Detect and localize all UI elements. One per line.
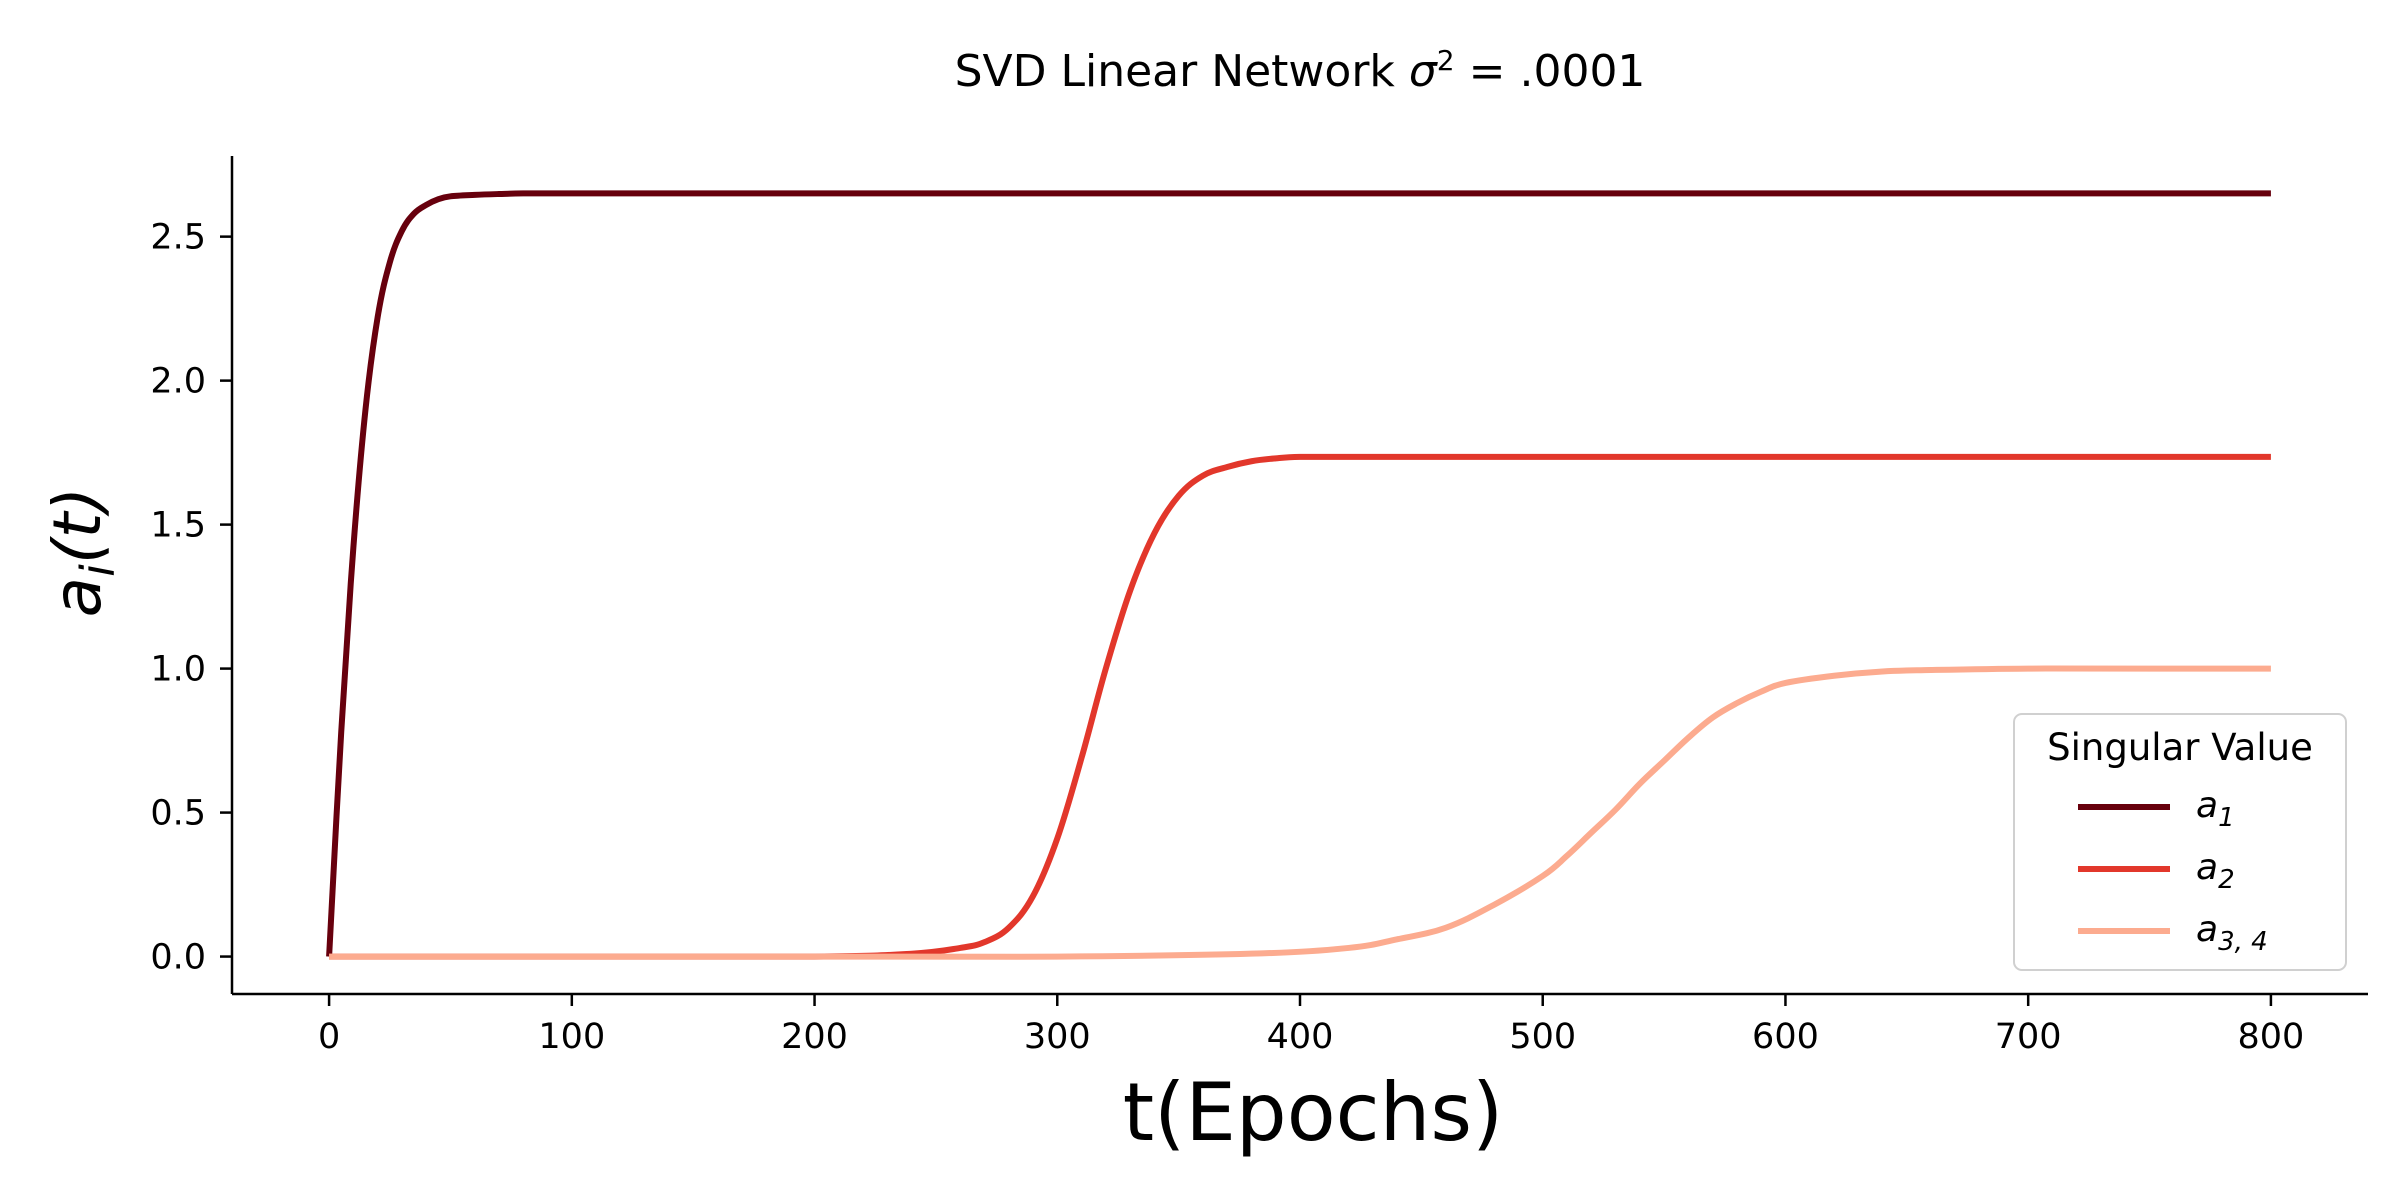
y-axis-label: ai(t)	[39, 487, 125, 618]
series-line-2	[329, 453, 2271, 960]
legend: Singular Value a1 a2 a3, 4	[2013, 713, 2347, 971]
legend-label-3: a3, 4	[2196, 909, 2268, 957]
x-tick-label: 200	[781, 1017, 848, 1057]
y-tick-label: 1.0	[150, 650, 206, 690]
legend-frame	[2013, 713, 2347, 971]
x-tick-label: 0	[318, 1017, 340, 1057]
x-tick-label: 300	[1024, 1017, 1091, 1057]
series-lines	[326, 190, 2271, 960]
chart-title: SVD Linear Network σ2 = .0001	[955, 44, 1646, 97]
x-tick-label: 100	[538, 1017, 605, 1057]
y-tick-label: 1.5	[150, 506, 206, 546]
legend-label-2: a2	[2196, 847, 2235, 895]
y-tick-label: 2.5	[150, 218, 206, 258]
y-tick-label: 0.5	[150, 794, 206, 834]
legend-title: Singular Value	[2047, 726, 2313, 769]
x-ticks: 0 100 200 300 400 500 600 700 800	[318, 994, 2304, 1057]
x-axis-label: t(Epochs)	[1123, 1066, 1503, 1159]
x-tick-label: 700	[1995, 1017, 2062, 1057]
legend-label-1: a1	[2196, 785, 2235, 833]
y-tick-label: 2.0	[150, 362, 206, 402]
series-line-1	[326, 190, 2271, 957]
x-tick-label: 800	[2238, 1017, 2305, 1057]
x-tick-label: 600	[1752, 1017, 1819, 1057]
x-tick-label: 500	[1509, 1017, 1576, 1057]
y-tick-label: 0.0	[150, 938, 206, 978]
y-ticks: 0.0 0.5 1.0 1.5 2.0 2.5	[150, 218, 232, 978]
legend-entries: a1 a2 a3, 4	[2078, 785, 2268, 957]
x-tick-label: 400	[1267, 1017, 1334, 1057]
series-line-3	[329, 665, 2271, 960]
